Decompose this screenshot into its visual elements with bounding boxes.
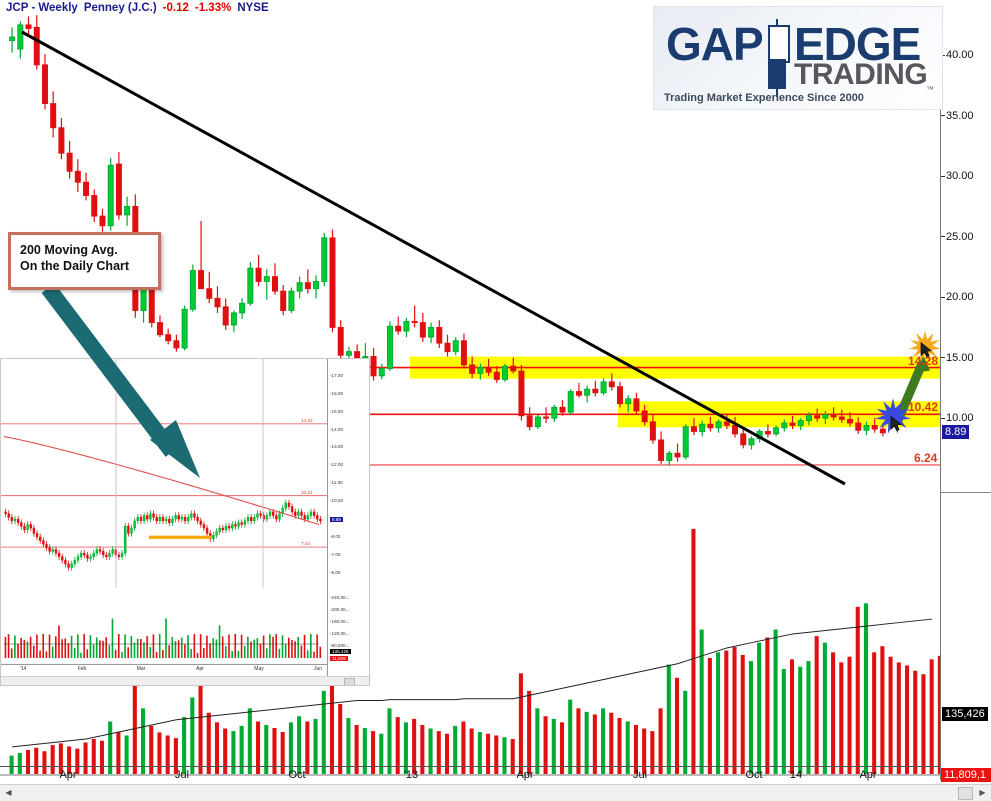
inset-scrollbar[interactable] xyxy=(1,676,369,685)
time-tick: Oct xyxy=(745,769,763,781)
main-chart-area[interactable] xyxy=(0,14,940,776)
price-label-resistance: 14.28 xyxy=(908,353,939,368)
last-volume-badge: 135,426 xyxy=(942,706,988,721)
price-tick: 40.00 xyxy=(941,49,974,61)
gapedge-logo: GAP EDGE TRADING ™ Trading Market Experi… xyxy=(653,6,943,110)
inset-volume-tick: -240,00... xyxy=(330,595,350,600)
volume-bottom-badge: 11,809,1 xyxy=(941,768,991,782)
inset-price-tick: -12.00 xyxy=(330,462,344,468)
inset-price-label: 7.44 xyxy=(301,541,310,547)
inset-price-tick: -11.00 xyxy=(330,480,343,486)
inset-price-tick: -8.00 xyxy=(330,534,341,539)
annotation-line-1: 200 Moving Avg. xyxy=(20,243,118,257)
time-axis: Apr Jul Oct '13 Apr Jul Oct '14 Apr xyxy=(0,766,940,785)
inset-price-tick: -13.00 xyxy=(330,444,344,450)
logo-wordmark: GAP EDGE TRADING ™ xyxy=(654,11,942,97)
last-price-badge: 8.89 xyxy=(942,424,970,439)
inset-time-tick: Apr xyxy=(196,666,204,672)
logo-word-gap: GAP xyxy=(666,18,764,70)
inset-x-axis: '14 Feb Mar Apr May Jun xyxy=(1,664,327,677)
annotation-line-2: On the Daily Chart xyxy=(20,259,130,273)
price-pane xyxy=(0,14,940,492)
logo-trademark: ™ xyxy=(926,85,934,94)
time-tick: Jul xyxy=(632,769,648,781)
time-tick: Apr xyxy=(59,769,77,781)
inset-time-tick: Jun xyxy=(313,666,323,672)
inset-price-tick: -10.00 xyxy=(330,498,344,504)
price-tick: 30.00 xyxy=(941,170,974,182)
scroll-right-arrow-icon[interactable]: ▶ xyxy=(979,788,986,797)
time-tick: Apr xyxy=(859,769,877,781)
inset-volume-tick: -200,00... xyxy=(330,607,350,612)
horizontal-scrollbar[interactable]: ◀ ▶ xyxy=(0,784,991,801)
company-label: Penney (J.C.) xyxy=(83,2,157,14)
inset-volume-red-badge: 11,809 xyxy=(330,656,348,661)
price-tick: 15.00 xyxy=(941,352,974,364)
inset-price-tick: -16.00 xyxy=(330,390,344,396)
annotation-callout: 200 Moving Avg. On the Daily Chart xyxy=(8,232,161,290)
change-value: -0.12 xyxy=(162,2,189,14)
change-percent: -1.33% xyxy=(194,2,232,14)
time-tick: '14 xyxy=(787,769,803,781)
inset-time-tick: May xyxy=(254,666,264,672)
symbol-label: JCP - Weekly xyxy=(6,2,78,14)
inset-time-tick: '14 xyxy=(19,666,27,672)
inset-last-volume-badge: 135,426 xyxy=(330,649,351,654)
inset-scrollbar-thumb[interactable] xyxy=(344,678,355,685)
exchange-label: NYSE xyxy=(237,2,269,14)
chart-header: JCP - Weekly Penney (J.C.) -0.12 -1.33% … xyxy=(6,1,269,15)
inset-price-tick: -6.00 xyxy=(330,569,341,575)
inset-price-label: 10.31 xyxy=(301,489,313,495)
logo-candle-up-icon xyxy=(768,25,790,63)
logo-word-trading: TRADING xyxy=(794,58,928,91)
price-label-low: 6.24 xyxy=(914,450,938,465)
time-tick: '13 xyxy=(403,769,419,781)
price-tick: 25.00 xyxy=(941,231,974,243)
inset-volume-tick: -80,000... xyxy=(330,643,350,648)
time-tick: Apr xyxy=(516,769,534,781)
inset-volume-tick: -160,00... xyxy=(330,619,350,624)
scrollbar-thumb[interactable] xyxy=(958,787,973,800)
price-tick: 20.00 xyxy=(941,291,974,303)
inset-daily-chart[interactable]: -17.00 -16.00 -15.00 -14.00 -13.00 -12.00 -11.… xyxy=(0,358,370,686)
inset-price-tick: -7.00 xyxy=(330,551,341,557)
logo-tagline: Trading Market Experience Since 2000 xyxy=(664,92,864,104)
time-tick: Jul xyxy=(174,769,190,781)
inset-last-price-badge: 8.89 xyxy=(330,517,343,523)
volume-pane xyxy=(0,500,940,780)
price-axis[interactable]: 8.89 135,426 11,809,1 40.00 35.00 30.00 25.… xyxy=(940,14,991,782)
price-label-support: 10.42 xyxy=(908,400,939,415)
time-tick: Oct xyxy=(288,769,306,781)
logo-word-edge: EDGE xyxy=(794,18,921,70)
inset-price-label: 14.32 xyxy=(301,417,313,423)
price-tick: 10.00 xyxy=(941,412,974,424)
axis-separator xyxy=(941,492,991,493)
inset-price-tick: -15.00 xyxy=(330,408,344,414)
inset-time-tick: Mar xyxy=(136,666,146,672)
inset-price-tick: -14.00 xyxy=(330,426,344,432)
inset-volume-tick: -120,00... xyxy=(330,631,350,636)
inset-price-tick: -17.00 xyxy=(330,372,344,378)
logo-candle-down-icon xyxy=(768,59,786,89)
price-tick: 35.00 xyxy=(941,110,974,122)
scroll-left-arrow-icon[interactable]: ◀ xyxy=(5,788,12,797)
inset-time-tick: Feb xyxy=(77,666,87,672)
